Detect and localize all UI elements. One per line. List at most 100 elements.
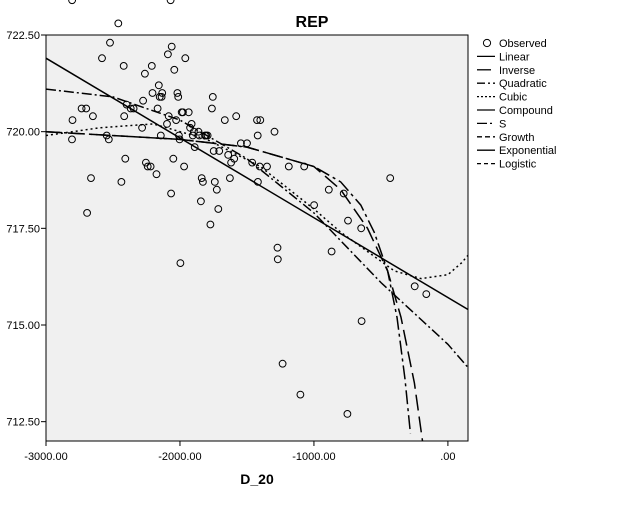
observed-point [148,89,157,97]
legend-label: Logistic [499,159,537,171]
observed-point [284,162,293,171]
legend-label: Quadratic [499,78,547,90]
observed-point [230,154,239,163]
observed-point [224,151,233,159]
observed-point [327,247,336,256]
observed-point [89,112,97,121]
observed-point [189,127,198,136]
observed-point [129,104,138,113]
observed-point [232,112,241,121]
observed-point [206,220,215,229]
observed-point [156,131,165,140]
observed-point [175,135,184,144]
inverse-fit-line [46,130,424,441]
observed-point [174,93,183,101]
observed-point [121,154,130,163]
legend-label: Cubic [499,92,528,104]
y-tick-label: 722.50 [6,30,40,42]
chart-title: REP [296,14,329,31]
observed-point [106,38,114,47]
observed-point [164,50,172,59]
observed-points [68,0,431,418]
observed-point [197,174,206,183]
observed-point [68,0,76,5]
observed-point [256,116,265,124]
observed-point [157,93,166,101]
observed-point [68,135,76,144]
observed-point [300,162,309,171]
legend-label: Exponential [499,145,557,157]
observed-point [190,143,199,152]
observed-point [147,62,156,70]
observed-point [77,104,86,113]
observed-point [194,127,203,136]
legend-label: Growth [499,132,534,144]
observed-point [273,255,282,264]
observed-point [152,170,161,179]
observed-point [243,139,251,148]
observed-point [126,104,135,113]
observed-point [68,116,77,124]
observed-point [253,116,261,124]
observed-point [181,54,190,63]
observed-point [169,154,178,163]
observed-point [343,410,352,418]
observed-point [270,127,279,136]
observed-point [102,131,111,140]
observed-point [146,162,155,171]
observed-point [422,290,431,299]
observed-point [357,224,366,233]
legend-label: Observed [499,38,547,50]
observed-point [197,197,205,206]
observed-point [154,81,163,90]
observed-point [87,174,95,183]
observed-point [208,93,217,101]
observed-point [83,209,91,217]
observed-point [175,131,183,140]
plot-area [45,34,469,442]
observed-point [172,116,181,124]
linear-fit-line [46,57,468,311]
observed-point [170,65,179,74]
observed-point [339,189,348,198]
x-tick-label: -1000.00 [292,451,335,463]
observed-point [296,390,305,399]
legend-label: Inverse [499,65,535,77]
observed-point [212,185,221,194]
axes: 712.50 715.00 717.50 720.00 722.50 -3000.00 -2… [6,30,455,463]
observed-point [158,89,167,97]
observed-point [173,89,182,97]
observed-point [179,108,187,117]
observed-point [114,19,123,28]
observed-point [208,104,216,113]
observed-point [324,185,333,194]
observed-point [210,178,219,186]
observed-point [263,162,271,171]
observed-point [141,69,149,78]
observed-point [386,174,395,183]
observed-point [104,135,113,144]
legend-label: Compound [499,105,553,117]
observed-point [117,178,126,186]
observed-point [166,0,175,5]
observed-point [214,205,223,213]
observed-point [226,174,234,183]
observed-point [273,243,282,252]
y-tick-label: 717.50 [6,223,40,235]
observed-point [184,108,193,117]
observed-point [120,112,129,121]
quadratic-fit-line [46,88,468,368]
observed-point [237,139,245,148]
observed-point [344,216,352,225]
observed-point [143,162,152,171]
observed-point [248,158,257,167]
observed-point [122,100,131,109]
observed-point [253,131,262,140]
observed-point [167,42,176,51]
legend-swatch-observed [482,38,492,48]
observed-point [278,359,287,368]
observed-point [176,259,185,268]
